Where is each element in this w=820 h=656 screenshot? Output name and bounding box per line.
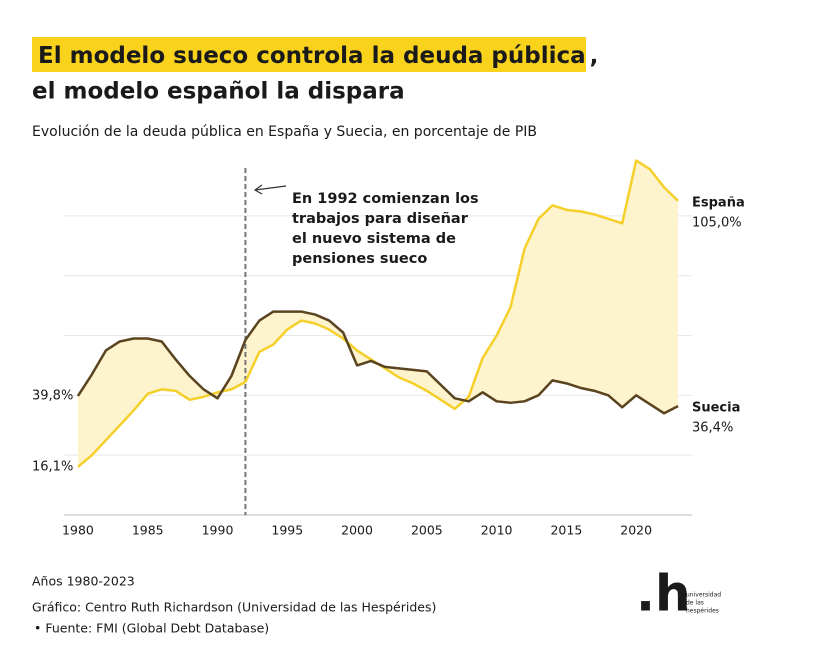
annotation-text: En 1992 comienzan los bbox=[292, 191, 479, 207]
chart-title-line: el modelo español la dispara bbox=[32, 79, 405, 105]
credit: Gráfico: Centro Ruth Richardson (Univers… bbox=[32, 600, 436, 615]
annotation-arrow bbox=[253, 184, 287, 195]
annotation-text: el nuevo sistema de bbox=[292, 231, 456, 247]
series-name: España bbox=[692, 195, 745, 210]
x-tick-label: 1985 bbox=[132, 523, 164, 538]
logo-text: de las bbox=[686, 600, 704, 607]
subtitle: Evolución de la deuda pública en España … bbox=[32, 124, 537, 140]
x-note: Años 1980-2023 bbox=[32, 574, 135, 589]
x-tick-label: 1995 bbox=[271, 523, 303, 538]
logo-text: universidad bbox=[686, 592, 721, 599]
value-label: 39,8% bbox=[32, 388, 73, 403]
series-line bbox=[76, 310, 679, 415]
logo-mark: .h bbox=[636, 565, 691, 623]
x-tick-label: 2010 bbox=[481, 523, 513, 538]
value-label: 105,0% bbox=[692, 215, 742, 230]
value-label: 16,1% bbox=[32, 459, 73, 474]
x-tick-label: 2015 bbox=[550, 523, 582, 538]
annotation-text: trabajos para diseñar bbox=[292, 211, 469, 227]
x-tick-label: 2020 bbox=[620, 523, 652, 538]
title-highlight bbox=[32, 37, 586, 72]
value-label: 36,4% bbox=[692, 421, 733, 436]
title-part: El modelo sueco controla la deuda públic… bbox=[38, 43, 586, 69]
annotation-text: pensiones sueco bbox=[292, 251, 427, 267]
x-tick-label: 1980 bbox=[62, 523, 94, 538]
x-tick-label: 2000 bbox=[341, 523, 373, 538]
x-tick-label: 1990 bbox=[202, 523, 234, 538]
area-between bbox=[77, 160, 679, 467]
chart-title: El modelo sueco controla la deuda públic… bbox=[38, 43, 598, 69]
source: • Fuente: FMI (Global Debt Database) bbox=[34, 621, 269, 636]
x-tick-label: 2005 bbox=[411, 523, 443, 538]
logo-text: hespérides bbox=[686, 608, 719, 615]
title-part: , bbox=[590, 43, 599, 69]
series-name: Suecia bbox=[692, 401, 740, 416]
